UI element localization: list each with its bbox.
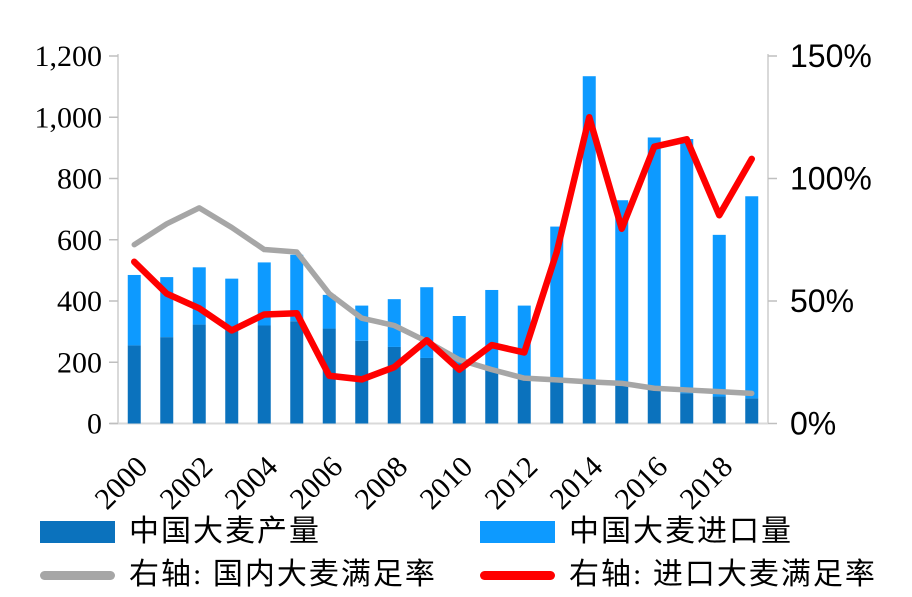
legend-item-imports: 中国大麦进口量 bbox=[480, 517, 793, 547]
bar-production-segment bbox=[387, 346, 401, 424]
x-tick-label: 2016 bbox=[608, 450, 674, 516]
bar-production-segment bbox=[160, 337, 174, 424]
bars bbox=[127, 76, 759, 424]
right-tick-label: 50% bbox=[790, 283, 854, 319]
legend-label-production: 中国大麦产量 bbox=[129, 515, 321, 548]
legend-item-production: 中国大麦产量 bbox=[40, 517, 321, 547]
x-tick-label: 2002 bbox=[153, 450, 219, 516]
legend-swatch-production bbox=[40, 521, 115, 543]
bar-production-segment bbox=[225, 327, 239, 424]
legend-swatch-imports bbox=[480, 521, 555, 543]
legend-label-import-rate: 右轴: 进口大麦满足率 bbox=[569, 558, 877, 591]
legend-swatch-domestic-rate-line bbox=[40, 570, 115, 580]
x-tick-label: 2012 bbox=[478, 450, 544, 516]
bar-imports-segment bbox=[615, 200, 629, 385]
bar-imports-segment bbox=[290, 254, 304, 322]
y-axis-left: 0 200 400 600 800 1,000 1,200 bbox=[35, 40, 118, 441]
right-tick-label: 150% bbox=[790, 38, 872, 74]
bar-production-segment bbox=[420, 357, 434, 424]
bar-imports-segment bbox=[712, 234, 726, 397]
bar-production-segment bbox=[485, 369, 499, 424]
bar-imports-segment bbox=[680, 138, 694, 394]
bar-imports-segment bbox=[225, 278, 239, 328]
right-tick-label: 100% bbox=[790, 161, 872, 197]
bar-production-segment bbox=[582, 383, 596, 424]
left-tick-label: 0 bbox=[87, 408, 102, 441]
x-axis: 2000 2002 2004 2006 2008 2010 2012 2014 2016 2018 bbox=[88, 450, 739, 516]
bar-imports-segment bbox=[322, 294, 336, 329]
x-tick-label: 2018 bbox=[673, 450, 739, 516]
x-tick-label: 2006 bbox=[283, 450, 349, 516]
bar-production-segment bbox=[192, 324, 206, 424]
bar-production-segment bbox=[745, 398, 759, 424]
bar-imports-segment bbox=[647, 137, 661, 390]
legend-item-import-rate: 右轴: 进口大麦满足率 bbox=[480, 560, 877, 590]
legend-item-domestic-rate: 右轴: 国内大麦满足率 bbox=[40, 560, 437, 590]
left-tick-label: 600 bbox=[57, 224, 102, 257]
x-tick-label: 2014 bbox=[543, 450, 609, 516]
bar-production-segment bbox=[647, 389, 661, 424]
x-tick-label: 2004 bbox=[218, 450, 284, 516]
line-import-satisfaction-rate bbox=[131, 114, 755, 383]
bar-imports-segment bbox=[257, 262, 271, 326]
bar-production-segment bbox=[290, 321, 304, 424]
left-tick-label: 800 bbox=[57, 163, 102, 196]
bar-production-segment bbox=[615, 384, 629, 424]
bar-imports-segment bbox=[745, 196, 759, 399]
bar-imports-segment bbox=[485, 289, 499, 370]
right-tick-label: 0% bbox=[790, 406, 836, 442]
bar-imports-segment bbox=[452, 316, 466, 364]
bar-production-segment bbox=[712, 396, 726, 424]
bar-imports-segment bbox=[582, 76, 596, 384]
bar-production-segment bbox=[257, 325, 271, 424]
left-tick-label: 1,000 bbox=[35, 101, 103, 134]
bar-production-segment bbox=[680, 393, 694, 424]
x-tick-label: 2000 bbox=[88, 450, 154, 516]
bar-imports-segment bbox=[127, 274, 141, 346]
y-axis-right: 0% 50% 100% 150% bbox=[768, 38, 872, 442]
bar-production-segment bbox=[550, 380, 564, 424]
legend-swatch-import-rate-line bbox=[480, 570, 555, 580]
bar-production-segment bbox=[452, 363, 466, 424]
bar-production-segment bbox=[517, 376, 531, 424]
left-tick-label: 200 bbox=[57, 346, 102, 379]
bar-imports-segment bbox=[192, 267, 206, 325]
legend-label-domestic-rate: 右轴: 国内大麦满足率 bbox=[129, 558, 437, 591]
x-tick-label: 2010 bbox=[413, 450, 479, 516]
axes bbox=[110, 54, 769, 425]
bar-production-segment bbox=[127, 345, 141, 424]
legend-label-imports: 中国大麦进口量 bbox=[569, 515, 793, 548]
left-tick-label: 1,200 bbox=[35, 40, 103, 73]
bar-imports-segment bbox=[355, 305, 369, 341]
left-tick-label: 400 bbox=[57, 285, 102, 318]
bar-imports-segment bbox=[517, 305, 531, 377]
x-tick-label: 2008 bbox=[348, 450, 414, 516]
